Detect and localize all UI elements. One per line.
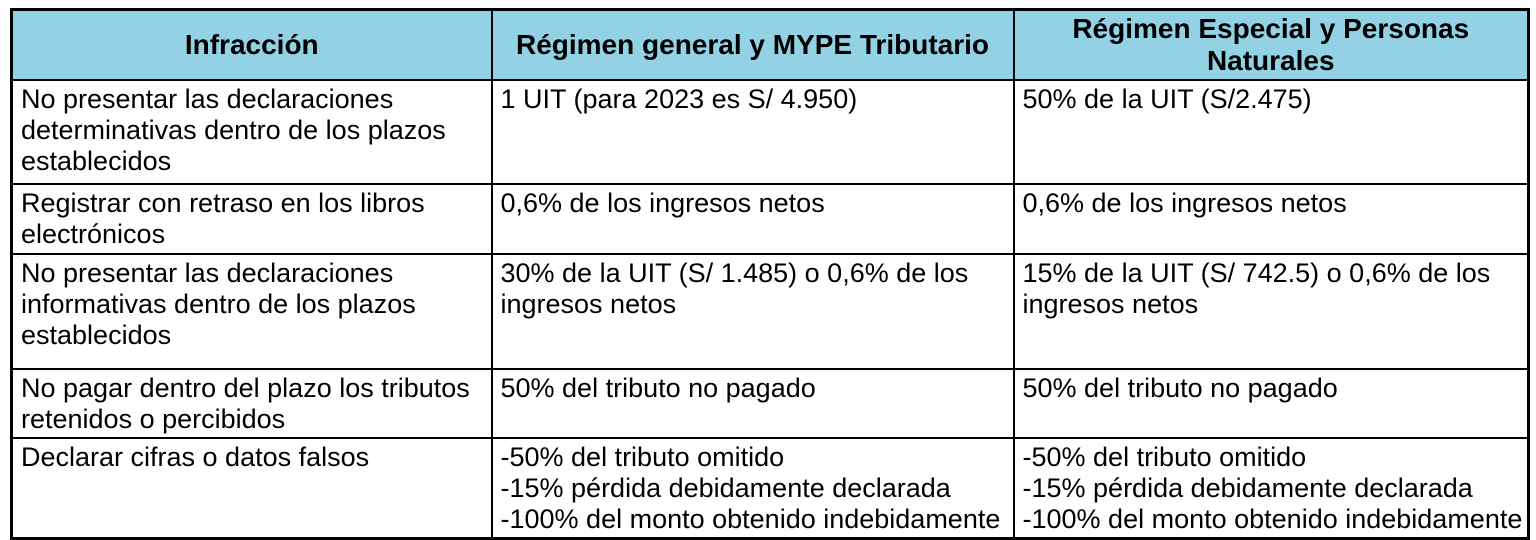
column-header-regimen-especial: Régimen Especial y Personas Naturales (1012, 8, 1530, 81)
cell-regimen-general: 1 UIT (para 2023 es S/ 4.950) (490, 79, 1015, 185)
cell-regimen-general: -50% del tributo omitido -15% pérdida de… (490, 437, 1015, 540)
table-row: No presentar las declaraciones determina… (10, 79, 1530, 185)
table-row: Declarar cifras o datos falsos -50% del … (10, 437, 1530, 540)
sanctions-table: Infracción Régimen general y MYPE Tribut… (10, 8, 1530, 540)
cell-regimen-general: 0,6% de los ingresos netos (490, 183, 1015, 255)
sanction-line: -100% del monto obtenido indebidamente (500, 504, 1001, 534)
cell-regimen-general: 50% del tributo no pagado (490, 368, 1015, 439)
cell-infraccion: No pagar dentro del plazo los tributos r… (10, 368, 493, 439)
table-row: No presentar las declaraciones informati… (10, 253, 1530, 370)
header-row: Infracción Régimen general y MYPE Tribut… (10, 8, 1530, 81)
cell-regimen-general: 30% de la UIT (S/ 1.485) o 0,6% de los i… (490, 253, 1015, 370)
column-header-regimen-general: Régimen general y MYPE Tributario (490, 8, 1015, 81)
cell-regimen-especial: 0,6% de los ingresos netos (1012, 183, 1530, 255)
sanction-line: -50% del tributo omitido (1022, 442, 1307, 472)
cell-infraccion: Declarar cifras o datos falsos (10, 437, 493, 540)
cell-infraccion: No presentar las declaraciones determina… (10, 79, 493, 185)
cell-regimen-especial: 15% de la UIT (S/ 742.5) o 0,6% de los i… (1012, 253, 1530, 370)
column-header-infraccion: Infracción (10, 8, 493, 81)
sanction-line: -100% del monto obtenido indebidamente (1022, 504, 1523, 534)
cell-regimen-especial: 50% del tributo no pagado (1012, 368, 1530, 439)
sanctions-table-container: Infracción Régimen general y MYPE Tribut… (10, 8, 1530, 540)
sanction-line: -15% pérdida debidamente declarada (1022, 473, 1473, 503)
sanction-line: -15% pérdida debidamente declarada (500, 473, 951, 503)
cell-infraccion: No presentar las declaraciones informati… (10, 253, 493, 370)
sanction-line: -50% del tributo omitido (500, 442, 785, 472)
cell-infraccion: Registrar con retraso en los libros elec… (10, 183, 493, 255)
table-row: Registrar con retraso en los libros elec… (10, 183, 1530, 255)
cell-regimen-especial: -50% del tributo omitido -15% pérdida de… (1012, 437, 1530, 540)
cell-regimen-especial: 50% de la UIT (S/2.475) (1012, 79, 1530, 185)
table-row: No pagar dentro del plazo los tributos r… (10, 368, 1530, 439)
